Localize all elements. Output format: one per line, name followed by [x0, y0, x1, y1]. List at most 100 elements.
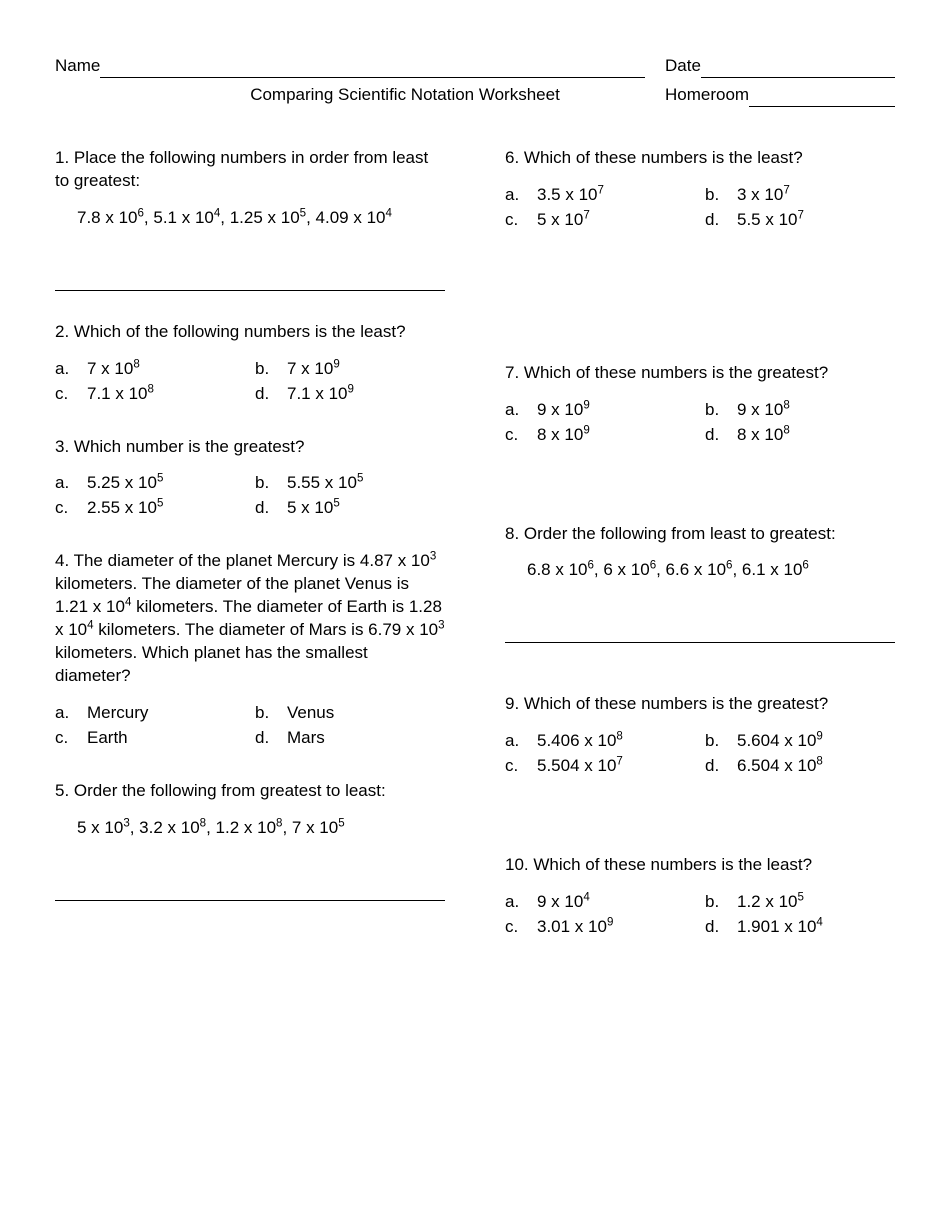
choice-letter: a. [505, 184, 537, 207]
q4-choice-a[interactable]: a.Mercury [55, 702, 245, 725]
choice-value: 7.1 x 109 [287, 383, 354, 406]
choice-value: 6.504 x 108 [737, 755, 823, 778]
left-column: 1. Place the following numbers in order … [55, 147, 445, 969]
choice-letter: c. [55, 727, 87, 750]
name-field[interactable]: Name [55, 55, 645, 78]
choice-value: 5.5 x 107 [737, 209, 804, 232]
q6-choice-a[interactable]: a.3.5 x 107 [505, 184, 695, 207]
q5-expression: 5 x 103, 3.2 x 108, 1.2 x 108, 7 x 105 [55, 817, 445, 840]
choice-letter: c. [505, 755, 537, 778]
q4-choice-b[interactable]: b.Venus [255, 702, 445, 725]
spacer [505, 262, 895, 362]
choice-letter: d. [255, 727, 287, 750]
choice-value: 7.1 x 108 [87, 383, 154, 406]
spacer [505, 673, 895, 693]
q3-choice-d[interactable]: d.5 x 105 [255, 497, 445, 520]
q6-choices: a.3.5 x 107 b.3 x 107 c.5 x 107 d.5.5 x … [505, 184, 895, 232]
choice-value: 5.406 x 108 [537, 730, 623, 753]
q6-text: 6. Which of these numbers is the least? [505, 147, 895, 170]
choice-value: Mercury [87, 702, 148, 725]
question-6: 6. Which of these numbers is the least? … [505, 147, 895, 232]
choice-letter: a. [505, 891, 537, 914]
choice-letter: b. [705, 730, 737, 753]
choice-value: 8 x 109 [537, 424, 590, 447]
choice-value: 3.01 x 109 [537, 916, 613, 939]
q5-text: 5. Order the following from greatest to … [55, 780, 445, 803]
q10-choice-a[interactable]: a.9 x 104 [505, 891, 695, 914]
q2-choice-c[interactable]: c.7.1 x 108 [55, 383, 245, 406]
q7-choice-b[interactable]: b.9 x 108 [705, 399, 895, 422]
q10-choice-b[interactable]: b.1.2 x 105 [705, 891, 895, 914]
q3-choice-c[interactable]: c.2.55 x 105 [55, 497, 245, 520]
choice-value: 3.5 x 107 [537, 184, 604, 207]
q2-choice-b[interactable]: b.7 x 109 [255, 358, 445, 381]
choice-letter: c. [55, 497, 87, 520]
q10-choice-d[interactable]: d.1.901 x 104 [705, 916, 895, 939]
question-3: 3. Which number is the greatest? a.5.25 … [55, 436, 445, 521]
question-10: 10. Which of these numbers is the least?… [505, 854, 895, 939]
choice-letter: a. [55, 358, 87, 381]
q2-choice-a[interactable]: a.7 x 108 [55, 358, 245, 381]
question-7: 7. Which of these numbers is the greates… [505, 362, 895, 447]
choice-value: 9 x 104 [537, 891, 590, 914]
q9-choice-d[interactable]: d.6.504 x 108 [705, 755, 895, 778]
homeroom-label: Homeroom [665, 84, 749, 107]
choice-letter: b. [255, 702, 287, 725]
q9-choice-b[interactable]: b.5.604 x 109 [705, 730, 895, 753]
question-columns: 1. Place the following numbers in order … [55, 147, 895, 969]
q10-choice-c[interactable]: c.3.01 x 109 [505, 916, 695, 939]
choice-letter: d. [705, 209, 737, 232]
q7-choice-d[interactable]: d.8 x 108 [705, 424, 895, 447]
choice-letter: b. [255, 472, 287, 495]
choice-value: 7 x 109 [287, 358, 340, 381]
choice-value: 5.55 x 105 [287, 472, 363, 495]
question-8: 8. Order the following from least to gre… [505, 523, 895, 644]
q3-text: 3. Which number is the greatest? [55, 436, 445, 459]
q9-choice-a[interactable]: a.5.406 x 108 [505, 730, 695, 753]
q6-choice-b[interactable]: b.3 x 107 [705, 184, 895, 207]
q6-choice-c[interactable]: c.5 x 107 [505, 209, 695, 232]
date-label: Date [665, 55, 701, 78]
q8-answer-line[interactable] [505, 642, 895, 643]
date-underline [701, 59, 895, 78]
choice-letter: b. [705, 184, 737, 207]
choice-value: 5.25 x 105 [87, 472, 163, 495]
q5-answer-line[interactable] [55, 900, 445, 901]
q3-choice-b[interactable]: b.5.55 x 105 [255, 472, 445, 495]
choice-value: 5 x 105 [287, 497, 340, 520]
choice-letter: b. [255, 358, 287, 381]
q2-choice-d[interactable]: d.7.1 x 109 [255, 383, 445, 406]
q4-choice-d[interactable]: d.Mars [255, 727, 445, 750]
choice-value: Mars [287, 727, 325, 750]
q8-text: 8. Order the following from least to gre… [505, 523, 895, 546]
choice-letter: a. [55, 702, 87, 725]
question-1: 1. Place the following numbers in order … [55, 147, 445, 291]
q9-choices: a.5.406 x 108 b.5.604 x 109 c.5.504 x 10… [505, 730, 895, 778]
date-field[interactable]: Date [665, 55, 895, 78]
q1-text: 1. Place the following numbers in order … [55, 147, 445, 193]
choice-value: 1.901 x 104 [737, 916, 823, 939]
question-4: 4. The diameter of the planet Mercury is… [55, 550, 445, 750]
q7-choice-c[interactable]: c.8 x 109 [505, 424, 695, 447]
q9-choice-c[interactable]: c.5.504 x 107 [505, 755, 695, 778]
q3-choice-a[interactable]: a.5.25 x 105 [55, 472, 245, 495]
choice-value: 8 x 108 [737, 424, 790, 447]
choice-value: 5.604 x 109 [737, 730, 823, 753]
name-underline [100, 59, 645, 78]
homeroom-field[interactable]: Homeroom [665, 84, 895, 107]
question-9: 9. Which of these numbers is the greates… [505, 693, 895, 778]
spacer [505, 477, 895, 523]
q6-choice-d[interactable]: d.5.5 x 107 [705, 209, 895, 232]
q8-expression: 6.8 x 106, 6 x 106, 6.6 x 106, 6.1 x 106 [505, 559, 895, 582]
choice-value: 9 x 109 [537, 399, 590, 422]
q7-choice-a[interactable]: a.9 x 109 [505, 399, 695, 422]
q4-choice-c[interactable]: c.Earth [55, 727, 245, 750]
choice-value: 2.55 x 105 [87, 497, 163, 520]
choice-value: 7 x 108 [87, 358, 140, 381]
q1-answer-line[interactable] [55, 290, 445, 291]
choice-letter: d. [705, 755, 737, 778]
choice-letter: d. [705, 916, 737, 939]
choice-letter: c. [505, 424, 537, 447]
q7-text: 7. Which of these numbers is the greates… [505, 362, 895, 385]
q10-choices: a.9 x 104 b.1.2 x 105 c.3.01 x 109 d.1.9… [505, 891, 895, 939]
